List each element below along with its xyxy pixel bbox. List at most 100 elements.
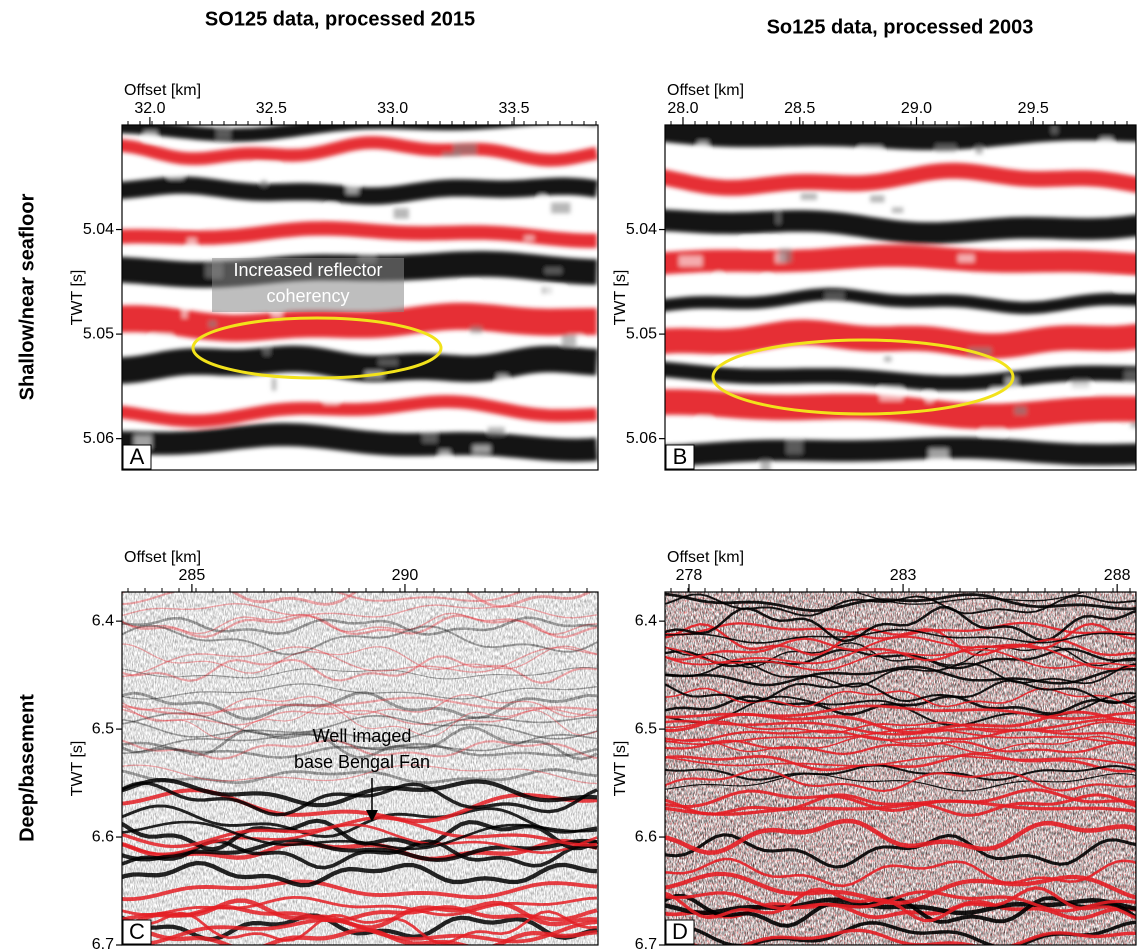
y-tick-label: 6.4 [635, 612, 657, 629]
reflector [665, 437, 1136, 467]
reflector [665, 389, 1136, 430]
panel-letter: B [673, 444, 688, 469]
reflector [665, 679, 1136, 705]
speckle [487, 427, 505, 436]
speckle [879, 386, 903, 401]
speckle [144, 131, 157, 142]
x-tick-label: 32.5 [256, 100, 287, 117]
row-label: Deep/basement [16, 694, 38, 842]
x-axis-label: Offset [km] [124, 82, 201, 99]
speckle [561, 334, 577, 346]
speckle [1100, 137, 1113, 146]
speckle [1014, 406, 1027, 415]
speckle [824, 292, 845, 299]
reflector [122, 725, 598, 761]
x-tick-label: 278 [676, 567, 703, 584]
y-axis-label: TWT [s] [612, 270, 629, 326]
reflector [665, 886, 1136, 923]
reflector [660, 491, 1137, 508]
seismic-image [122, 592, 598, 945]
reflector [122, 176, 598, 205]
reflector [122, 125, 597, 142]
speckle [442, 152, 461, 157]
reflector [665, 752, 1136, 773]
speckle [854, 156, 877, 166]
x-tick-label: 32.0 [134, 100, 165, 117]
reflector [122, 764, 598, 785]
reflector [122, 616, 598, 636]
reflector [122, 927, 598, 945]
y-axis-label: TWT [s] [69, 741, 86, 797]
reflector [122, 823, 598, 856]
annotation: base Bengal Fan [294, 752, 430, 772]
reflector [122, 733, 598, 755]
speckle [891, 207, 904, 213]
reflector [665, 605, 1136, 643]
speckle [393, 208, 409, 219]
reflector [665, 799, 1136, 816]
reflector [122, 860, 598, 888]
x-axis-label: Offset [km] [667, 82, 744, 99]
x-tick-label: 33.0 [377, 100, 408, 117]
panel-letter: D [672, 919, 688, 944]
panel-frame [121, 124, 599, 471]
x-tick-label: 288 [1104, 567, 1131, 584]
reflector [122, 693, 598, 718]
speckle [779, 248, 792, 263]
reflector [665, 755, 1136, 767]
speckle [968, 347, 992, 355]
reflector [665, 125, 1136, 151]
speckle [742, 238, 766, 247]
column-title: SO125 data, processed 2015 [205, 8, 475, 30]
y-tick-label: 6.4 [92, 612, 114, 629]
y-tick-label: 5.04 [626, 221, 657, 238]
speckle [859, 146, 883, 156]
speckle [472, 445, 491, 453]
speckle [168, 174, 184, 180]
speckle [216, 126, 231, 140]
seismic-image [665, 592, 1136, 945]
speckle [1130, 422, 1136, 428]
speckle [150, 333, 173, 340]
reflector [665, 928, 1136, 945]
x-axis-label: Offset [km] [124, 549, 201, 566]
speckle [181, 220, 202, 225]
reflector [122, 691, 598, 721]
speckle [260, 179, 268, 187]
speckle [187, 238, 197, 250]
reflector [122, 592, 524, 606]
reflector [122, 816, 598, 849]
x-tick-label: 290 [392, 567, 419, 584]
speckle [545, 286, 565, 295]
speckle [679, 255, 703, 267]
panel-frame [664, 591, 1137, 946]
speckle [935, 144, 957, 152]
reflector [665, 890, 1136, 913]
reflector [122, 614, 598, 639]
panel-frame [664, 124, 1137, 471]
speckle [263, 346, 271, 356]
reflector [122, 739, 598, 760]
speckle [539, 194, 545, 202]
reflector [122, 696, 598, 716]
reflector [665, 635, 1136, 671]
speckle [1069, 383, 1092, 393]
reflector [122, 302, 597, 342]
reflector [665, 646, 1136, 672]
reflector [665, 592, 1087, 605]
reflector [122, 712, 598, 742]
speckle [958, 254, 975, 263]
speckle [470, 326, 483, 334]
reflector [665, 592, 1136, 613]
column-title: So125 data, processed 2003 [767, 16, 1034, 38]
reflector [122, 423, 598, 462]
y-axis-label: TWT [s] [69, 270, 86, 326]
speckle [271, 378, 277, 391]
x-tick-label: 29.5 [1018, 100, 1049, 117]
panel-frame [121, 591, 599, 946]
speckle [485, 462, 497, 470]
reflector [665, 768, 1136, 793]
reflector [122, 898, 598, 930]
reflector [665, 727, 1136, 746]
reflectors [122, 125, 598, 470]
